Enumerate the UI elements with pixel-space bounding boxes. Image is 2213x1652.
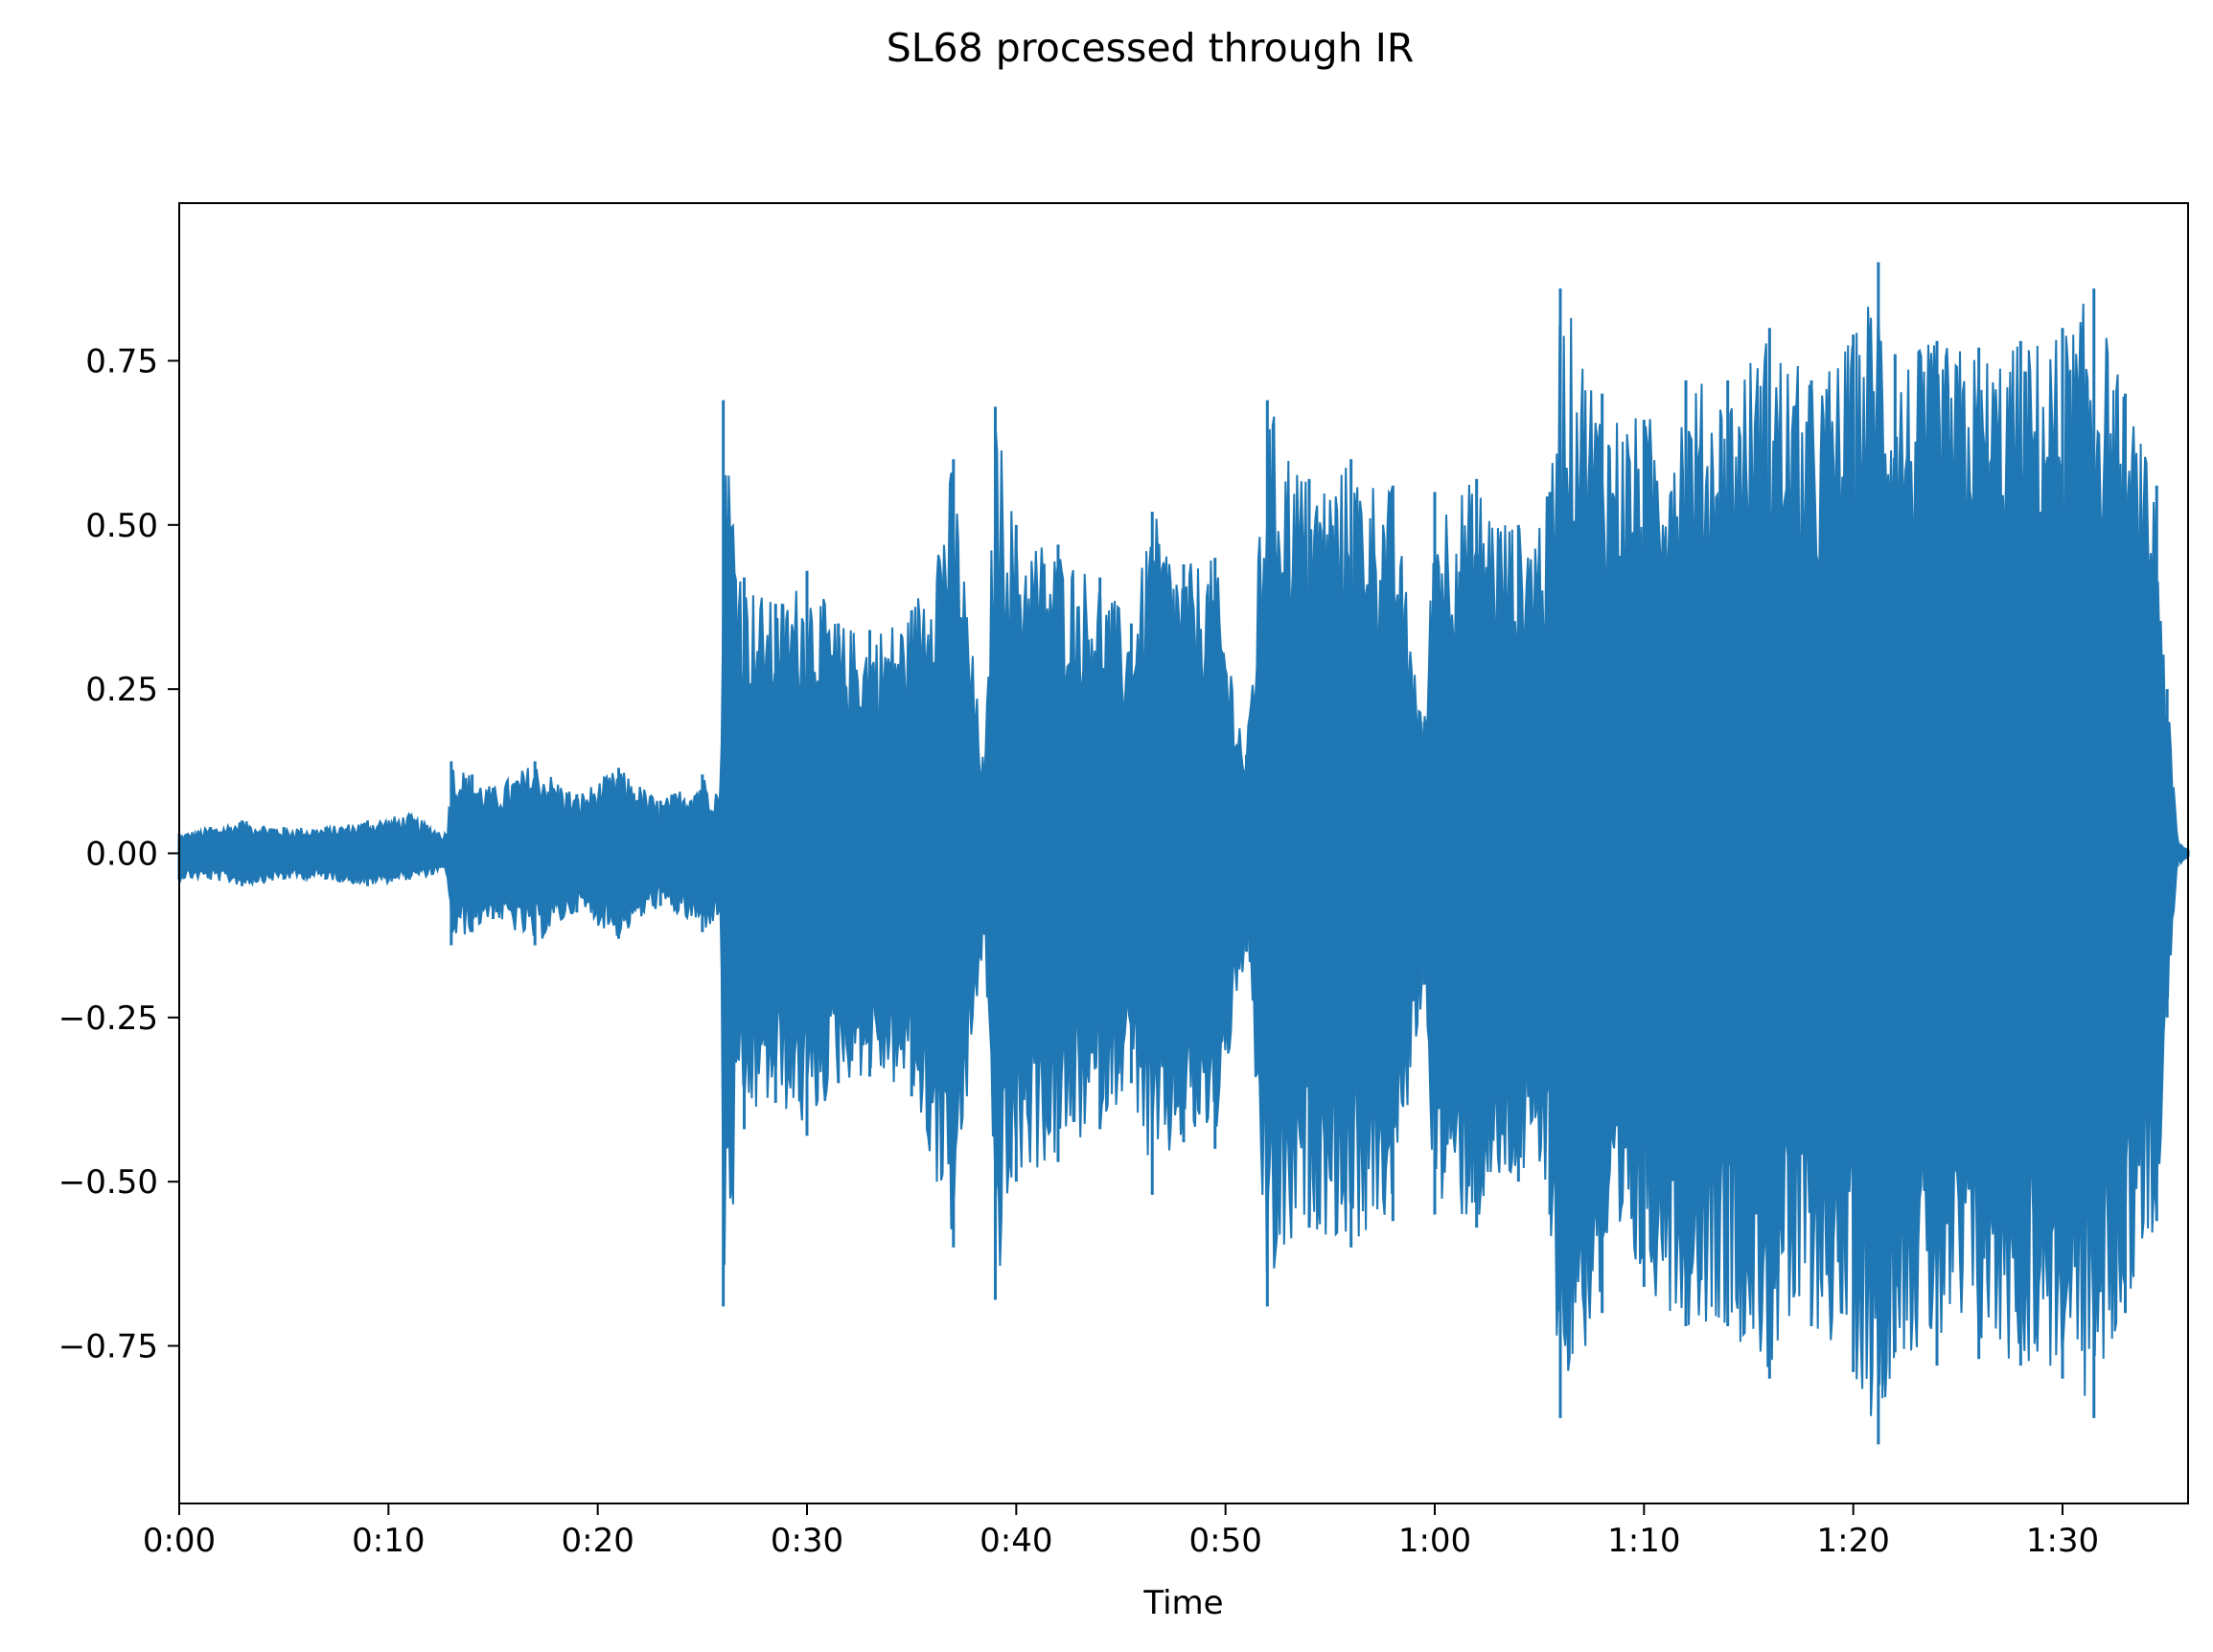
waveform-series [177,262,2190,1445]
x-tick-label: 0:00 [143,1522,216,1560]
x-tick-label: 0:10 [352,1522,425,1560]
x-tick-label: 1:30 [2026,1522,2099,1560]
y-tick-label: −0.75 [58,1328,158,1366]
y-tick-label: −0.25 [58,999,158,1038]
y-tick-label: 0.00 [85,836,158,874]
x-tick-label: 1:00 [1398,1522,1471,1560]
y-axis: 0.75 0.50 0.25 0.00 −0.25 −0.50 −0.75 [58,342,179,1366]
y-tick-label: 0.75 [85,342,158,380]
x-tick-label: 0:20 [561,1522,634,1560]
x-tick-label: 0:50 [1188,1522,1261,1560]
chart-title: SL68 processed through IR [887,25,1415,71]
x-tick-label: 1:10 [1607,1522,1680,1560]
x-tick-label: 0:30 [771,1522,843,1560]
y-tick-label: 0.25 [85,671,158,709]
x-axis: 0:00 0:10 0:20 0:30 0:40 0:50 1:00 1:10 1:20 1:30 [143,1503,2099,1560]
y-tick-label: −0.50 [58,1163,158,1202]
x-tick-label: 0:40 [980,1522,1052,1560]
x-tick-label: 1:20 [1816,1522,1889,1560]
plot-area [177,202,2190,1504]
y-tick-label: 0.50 [85,507,158,545]
x-axis-label: Time [1142,1584,1223,1622]
